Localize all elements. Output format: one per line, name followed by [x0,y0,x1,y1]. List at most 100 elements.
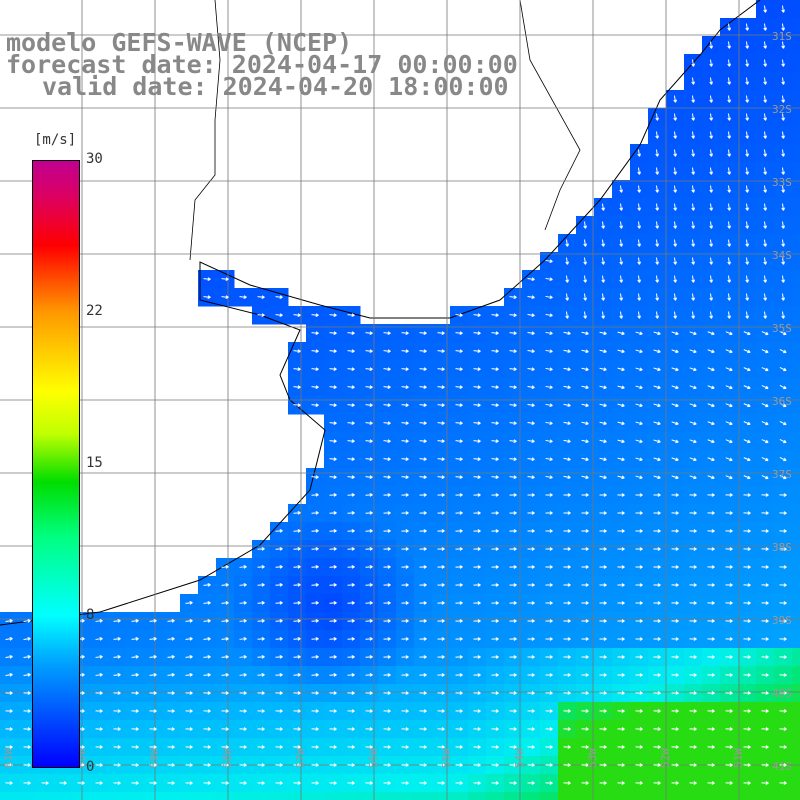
wind-arrow [419,619,427,623]
wind-speed-cell [792,684,800,703]
wind-arrow [761,547,769,551]
wind-speed-cell [792,324,800,343]
wind-arrow [635,367,643,372]
wind-arrow [509,385,517,389]
wind-arrow [689,727,697,731]
wind-arrow [781,293,786,301]
wind-arrow [473,745,481,749]
wind-arrow [221,637,229,641]
wind-arrow [745,311,750,319]
wind-arrow [671,529,679,533]
wind-arrow [329,781,337,785]
wind-arrow [779,655,787,659]
lon-label: 51W [732,748,745,768]
wind-arrow [221,601,229,605]
wind-arrow [347,313,355,317]
lon-label: 54W [513,748,526,768]
wind-arrow [221,691,229,695]
wind-arrow [185,709,193,713]
wind-arrow [167,709,175,713]
wind-arrow [203,295,211,299]
wind-arrow [691,167,696,175]
wind-arrow [707,439,715,444]
wind-arrow [293,763,301,767]
wind-arrow [329,511,337,515]
wind-arrow [689,457,697,462]
wind-speed-cell [792,306,800,325]
wind-speed-cell [162,792,181,800]
wind-arrow [149,619,157,623]
wind-arrow [745,257,750,265]
wind-arrow [419,727,427,731]
wind-speed-cell [126,792,145,800]
wind-speed-cell [792,18,800,37]
wind-arrow [329,583,337,587]
wind-arrow [617,673,625,677]
wind-arrow [635,673,643,677]
wind-arrow [473,493,481,497]
wind-arrow [347,457,355,461]
wind-speed-cell [792,144,800,163]
wind-arrow [673,311,678,319]
wind-arrow [545,511,553,515]
wind-arrow [311,511,319,515]
wind-arrow [743,403,751,408]
wind-arrow [455,565,463,569]
wind-arrow [761,601,769,605]
wind-arrow [655,113,660,121]
wind-arrow [95,781,103,785]
wind-arrow [221,763,229,767]
wind-arrow [401,493,409,497]
wind-arrow [329,727,337,731]
wind-arrow [509,493,517,497]
wind-arrow [491,529,499,533]
wind-arrow [437,439,445,443]
wind-speed-cell [216,792,235,800]
wind-arrow [707,421,715,426]
wind-arrow [365,637,373,641]
wind-arrow [113,727,121,731]
wind-arrow [509,691,517,695]
wind-arrow [599,547,607,551]
wind-arrow [473,547,481,551]
wind-arrow [383,583,391,587]
wind-arrow [707,691,715,695]
wind-arrow [329,493,337,497]
wind-arrow [455,349,463,353]
wind-arrow [727,239,732,247]
wind-arrow [599,349,607,354]
wind-arrow [527,475,535,480]
wind-arrow [689,745,697,749]
wind-arrow [761,511,769,515]
wind-arrow [635,601,643,605]
wind-arrow [239,619,247,623]
wind-arrow [653,565,661,569]
wind-arrow [365,349,373,353]
wind-arrow [293,583,301,587]
wind-arrow [311,655,319,659]
wind-arrow [185,763,193,767]
wind-arrow [707,385,715,390]
wind-arrow [329,349,337,353]
wind-arrow [473,529,481,533]
wind-arrow [455,313,463,317]
wind-arrow [725,529,733,533]
wind-arrow [653,385,661,390]
wind-speed-cell [738,792,757,800]
wind-arrow [655,203,660,211]
wind-arrow [745,293,750,301]
wind-arrow [653,403,661,408]
wind-arrow [275,691,283,695]
wind-arrow [131,655,139,659]
wind-arrow [167,673,175,677]
wind-arrow [655,293,660,301]
wind-arrow [725,421,733,426]
wind-arrow [763,113,768,121]
wind-arrow [257,691,265,695]
wind-arrow [637,239,642,247]
wind-speed-cell [792,270,800,289]
wind-speed-cell [324,792,343,800]
wind-arrow [437,619,445,623]
wind-arrow [745,149,750,157]
wind-arrow [23,672,31,677]
